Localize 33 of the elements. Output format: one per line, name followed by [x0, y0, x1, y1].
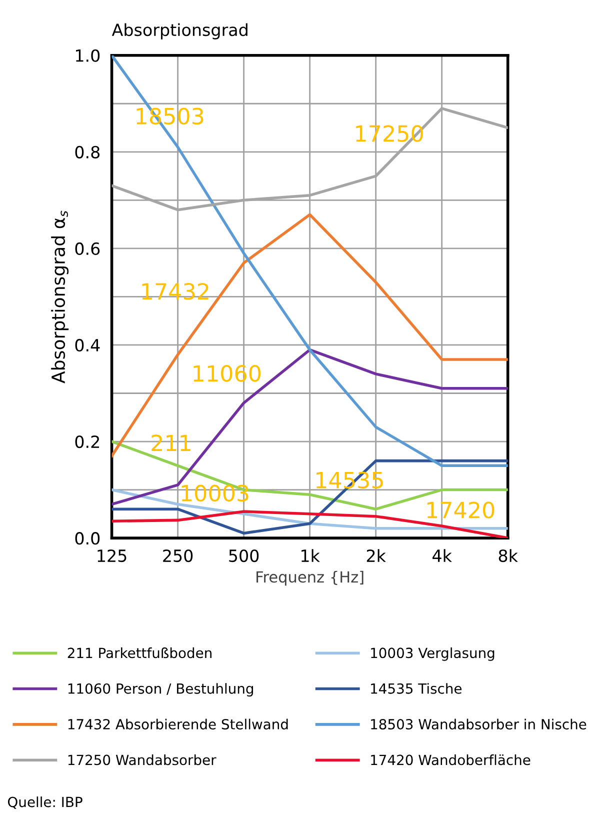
y-axis-title: Absorptionsgrad α$_{s}$: [51, 210, 69, 384]
legend-label: 17432 Absorbierende Stellwand: [68, 718, 288, 730]
annotation: 211: [152, 434, 190, 452]
annotation: 17420: [427, 502, 494, 518]
source-note: Quelle: IBP: [8, 796, 82, 809]
x-tick-label: 125: [98, 549, 126, 562]
y-tick-label: 1.0: [76, 49, 100, 62]
x-tick-label: 2k: [366, 549, 386, 562]
legend-label: 11060 Person / Bestuhlung: [68, 683, 254, 697]
legend-label: 17420 Wandoberfläche: [371, 754, 530, 766]
legend-label: 10003 Verglasung: [371, 647, 494, 661]
line-series: [112, 459, 508, 535]
legend-label: 18503 Wandabsorber in Nische: [371, 718, 586, 730]
y-tick-label: 0.6: [75, 242, 100, 255]
line-series: [112, 213, 508, 458]
x-tick-label: 8k: [498, 549, 518, 562]
x-tick-label: 4k: [432, 549, 452, 562]
y-tick-label: 0.2: [75, 435, 100, 448]
annotation: 17432: [142, 282, 208, 300]
y-tick-label: 0.4: [75, 338, 100, 352]
y-tick-label: 0.0: [75, 532, 100, 545]
annotation: 11060: [194, 365, 261, 382]
y-tick-label: 0.8: [75, 146, 100, 158]
annotation: 17250: [356, 125, 423, 142]
x-axis-title: Frequenz {Hz]: [256, 570, 364, 586]
legend-label: 14535 Tische: [371, 683, 462, 694]
legend-label: 17250 Wandabsorber: [68, 754, 216, 766]
x-tick-label: 500: [229, 549, 259, 562]
annotation: 10003: [182, 484, 248, 502]
legend-label: 211 Parkettfußboden: [68, 647, 212, 658]
x-tick-label: 1k: [302, 549, 320, 562]
x-tick-label: 250: [163, 549, 193, 562]
chart-title: Absorptionsgrad: [112, 23, 248, 40]
